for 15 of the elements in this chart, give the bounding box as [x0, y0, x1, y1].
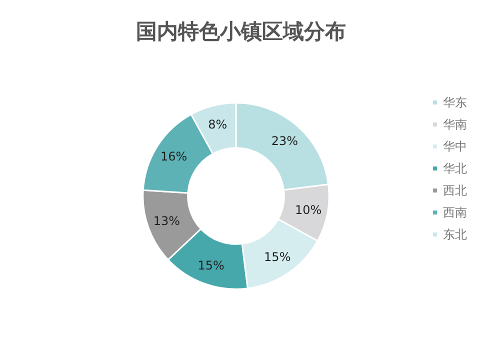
legend-label: 华南	[443, 118, 467, 132]
legend-label: 华东	[443, 96, 467, 110]
data-label: 10%	[294, 202, 322, 217]
data-label: 13%	[153, 214, 180, 228]
data-label: 16%	[160, 150, 188, 164]
data-label: 23%	[271, 134, 298, 148]
legend-label: 华北	[443, 162, 467, 176]
legend-label: 东北	[443, 228, 467, 242]
data-label: 15%	[198, 258, 224, 272]
chart-title: 国内特色小镇区域分布	[136, 20, 346, 44]
data-label: 15%	[264, 250, 291, 264]
legend-label: 华中	[443, 140, 467, 154]
legend-label: 西北	[443, 184, 467, 198]
data-label: 8%	[208, 118, 228, 132]
legend-label: 西南	[443, 206, 467, 220]
